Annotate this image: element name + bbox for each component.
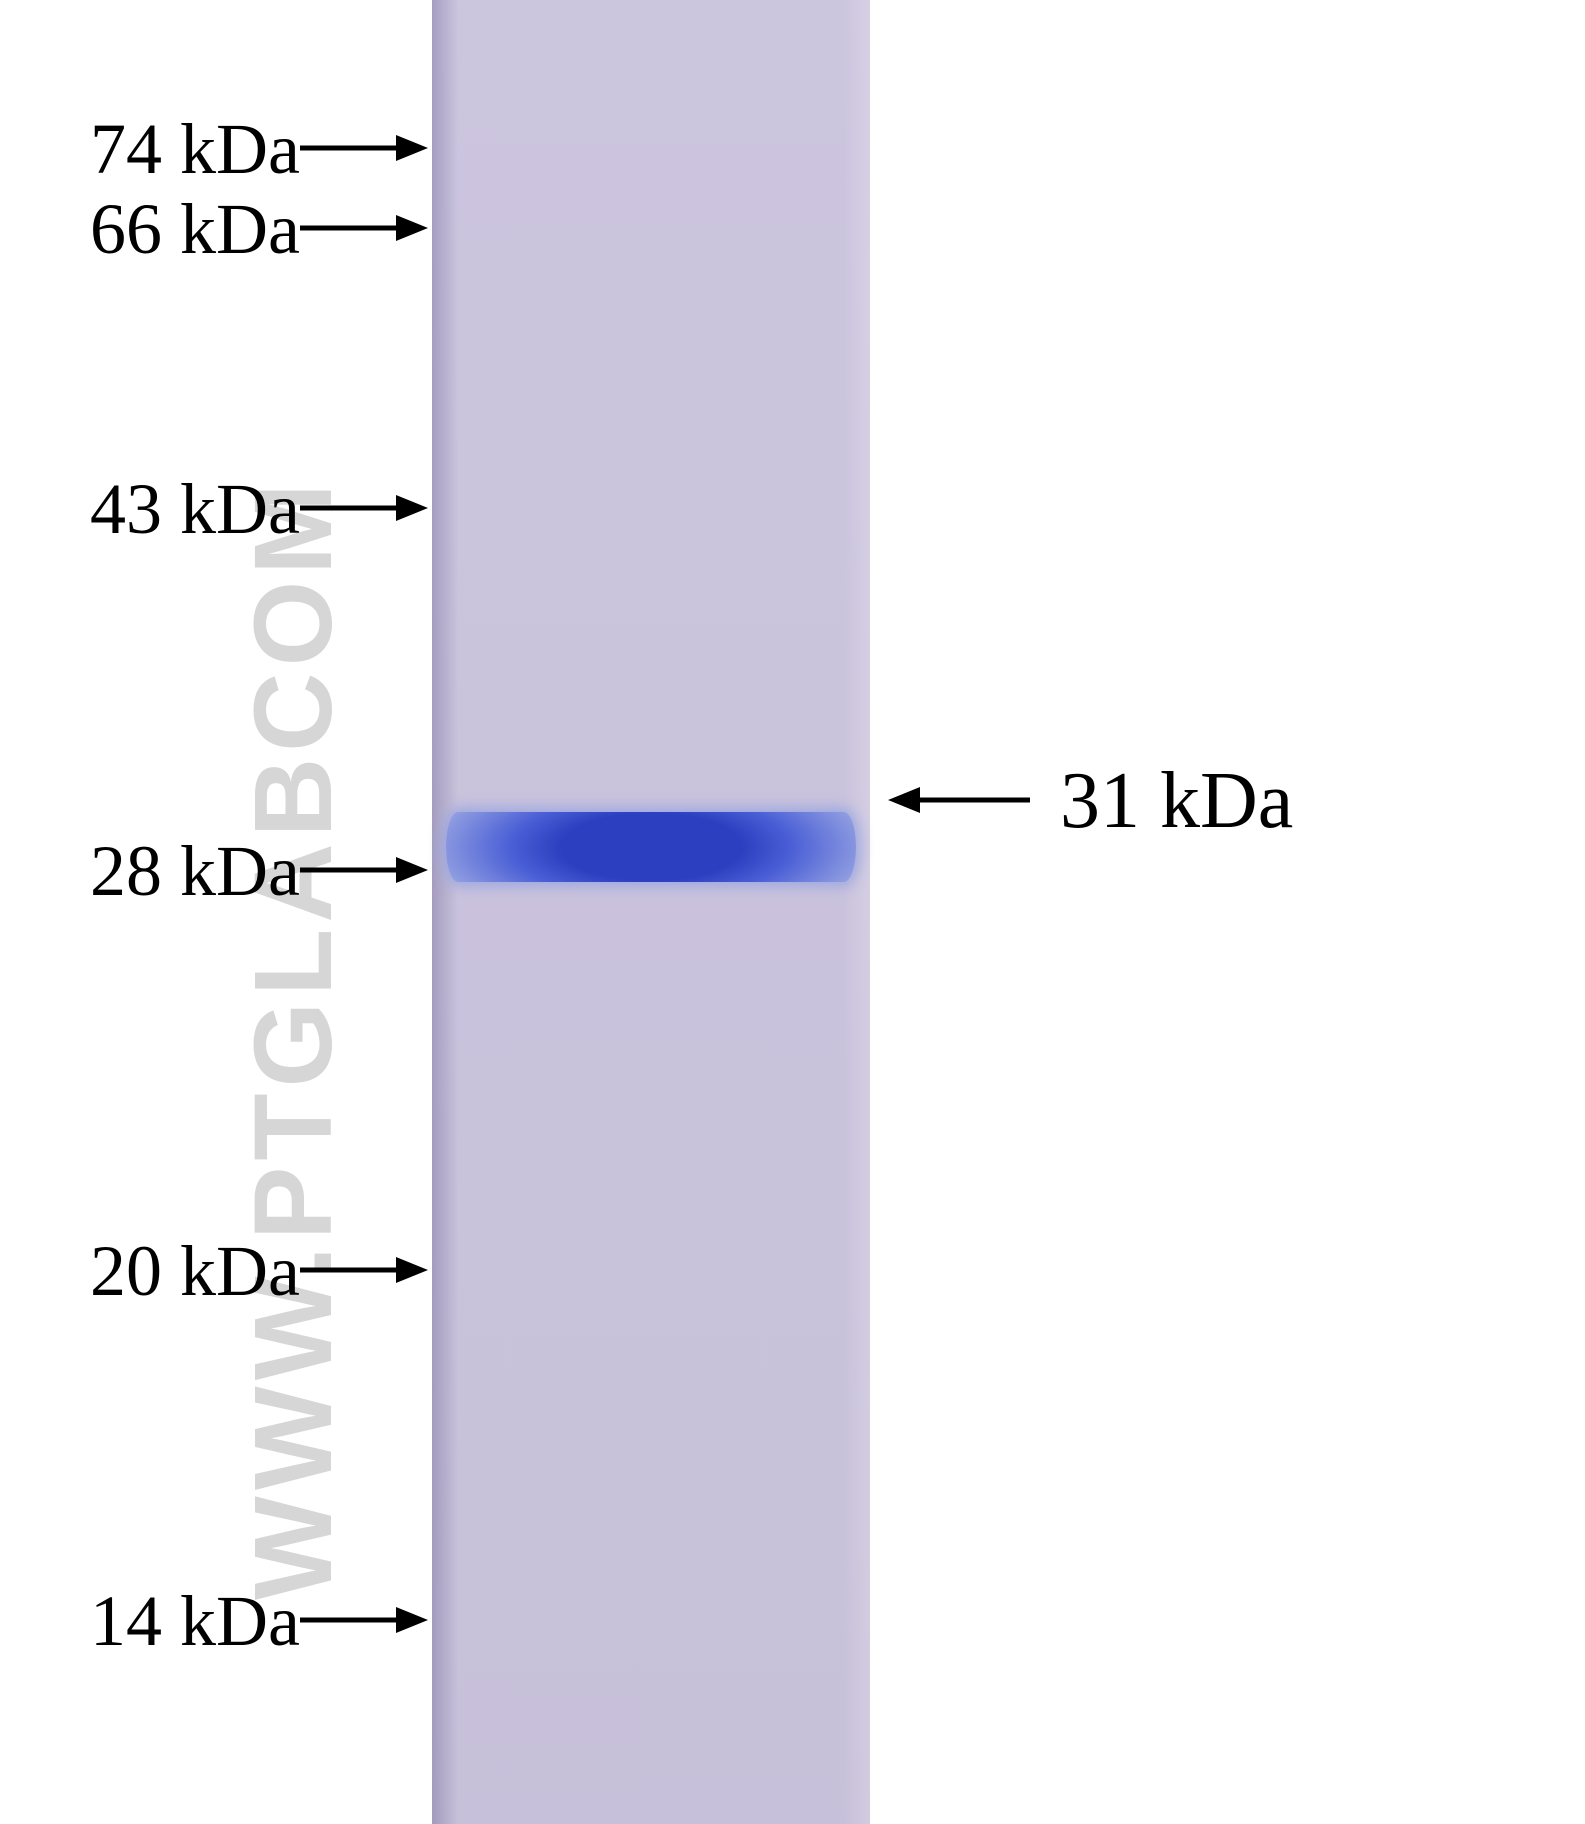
marker-label: 74 kDa (90, 108, 300, 191)
sample-label: 31 kDa (1060, 756, 1293, 847)
marker-label: 66 kDa (90, 188, 300, 271)
gel-figure: WWW.PTGLABCOM 74 kDa 66 kDa 43 kDa 28 kD… (0, 0, 1585, 1824)
marker-label: 20 kDa (90, 1230, 300, 1313)
marker-label: 14 kDa (90, 1580, 300, 1663)
gel-lane (432, 0, 870, 1824)
protein-band (446, 812, 856, 882)
marker-label: 43 kDa (90, 468, 300, 551)
marker-label: 28 kDa (90, 830, 300, 913)
